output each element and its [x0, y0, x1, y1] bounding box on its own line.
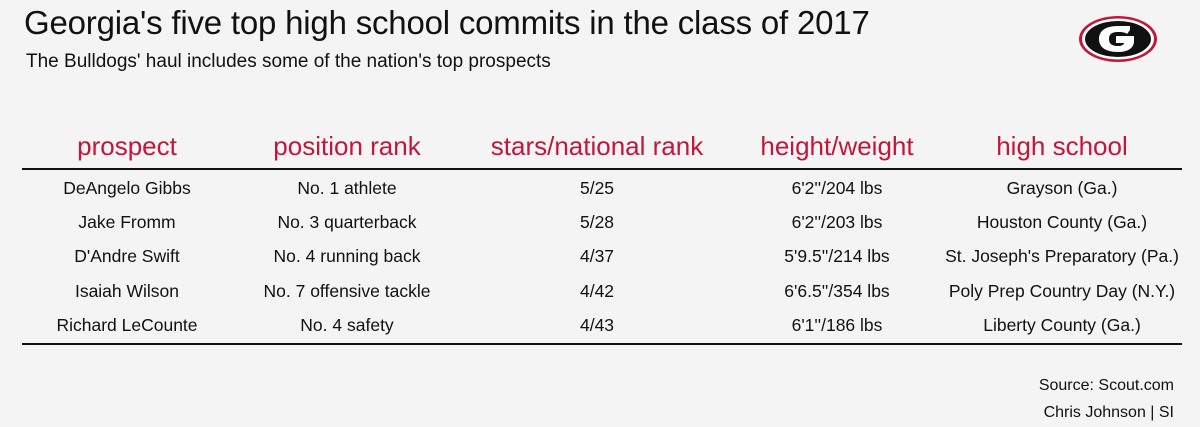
- cell-high-school: Grayson (Ga.): [1006, 177, 1118, 198]
- cell-height-weight: 5'9.5''/214 lbs: [784, 246, 890, 267]
- cell-prospect: Jake Fromm: [78, 212, 176, 233]
- author-credit: Chris Johnson | SI: [1043, 404, 1174, 421]
- table-header-row: prospect position rank stars/national ra…: [22, 126, 1182, 170]
- cell-position-rank: No. 1 athlete: [297, 177, 397, 198]
- cell-position-rank: No. 4 safety: [232, 308, 462, 345]
- chart-title: Georgia's five top high school commits i…: [24, 4, 870, 41]
- column-header-high-school: high school: [942, 126, 1182, 170]
- table-row: Richard LeCounte No. 4 safety 4/43 6'1''…: [22, 308, 1182, 345]
- column-header-position-rank: position rank: [232, 126, 462, 170]
- column-header-stars-national-rank: stars/national rank: [462, 126, 732, 170]
- cell-position-rank: No. 7 offensive tackle: [263, 280, 431, 301]
- cell-position-rank: No. 4 running back: [273, 246, 421, 267]
- cell-stars-national-rank: 4/42: [579, 280, 615, 301]
- cell-high-school: St. Joseph's Preparatory (Pa.): [945, 246, 1179, 267]
- cell-high-school: Poly Prep Country Day (N.Y.): [948, 280, 1176, 301]
- table-row: DeAngelo Gibbs No. 1 athlete 5/25 6'2''/…: [22, 169, 1182, 205]
- chart-subtitle: The Bulldogs' haul includes some of the …: [26, 51, 551, 72]
- commits-table: prospect position rank stars/national ra…: [22, 126, 1182, 345]
- cell-height-weight: 6'6.5''/354 lbs: [784, 280, 890, 301]
- table-row: Jake Fromm No. 3 quarterback 5/28 6'2''/…: [22, 205, 1182, 239]
- cell-high-school: Liberty County (Ga.): [942, 308, 1182, 345]
- cell-height-weight: 6'2''/203 lbs: [791, 212, 883, 233]
- cell-high-school: Houston County (Ga.): [976, 212, 1148, 233]
- cell-stars-national-rank: 5/25: [579, 177, 615, 198]
- cell-position-rank: No. 3 quarterback: [277, 212, 417, 233]
- cell-prospect: D'Andre Swift: [74, 246, 180, 267]
- source-note: Source: Scout.com: [1038, 377, 1174, 394]
- cell-stars-national-rank: 4/43: [462, 308, 732, 345]
- table-row: D'Andre Swift No. 4 running back 4/37 5'…: [22, 240, 1182, 274]
- cell-stars-national-rank: 5/28: [579, 212, 615, 233]
- table-row: Isaiah Wilson No. 7 offensive tackle 4/4…: [22, 274, 1182, 308]
- cell-stars-national-rank: 4/37: [579, 246, 615, 267]
- cell-prospect: Isaiah Wilson: [74, 280, 180, 301]
- cell-height-weight: 6'2''/204 lbs: [791, 177, 883, 198]
- cell-prospect: DeAngelo Gibbs: [63, 177, 191, 198]
- column-header-prospect: prospect: [22, 126, 232, 170]
- georgia-g-logo-icon: [1079, 16, 1157, 62]
- cell-height-weight: 6'1''/186 lbs: [732, 308, 942, 345]
- column-header-height-weight: height/weight: [732, 126, 942, 170]
- cell-prospect: Richard LeCounte: [22, 308, 232, 345]
